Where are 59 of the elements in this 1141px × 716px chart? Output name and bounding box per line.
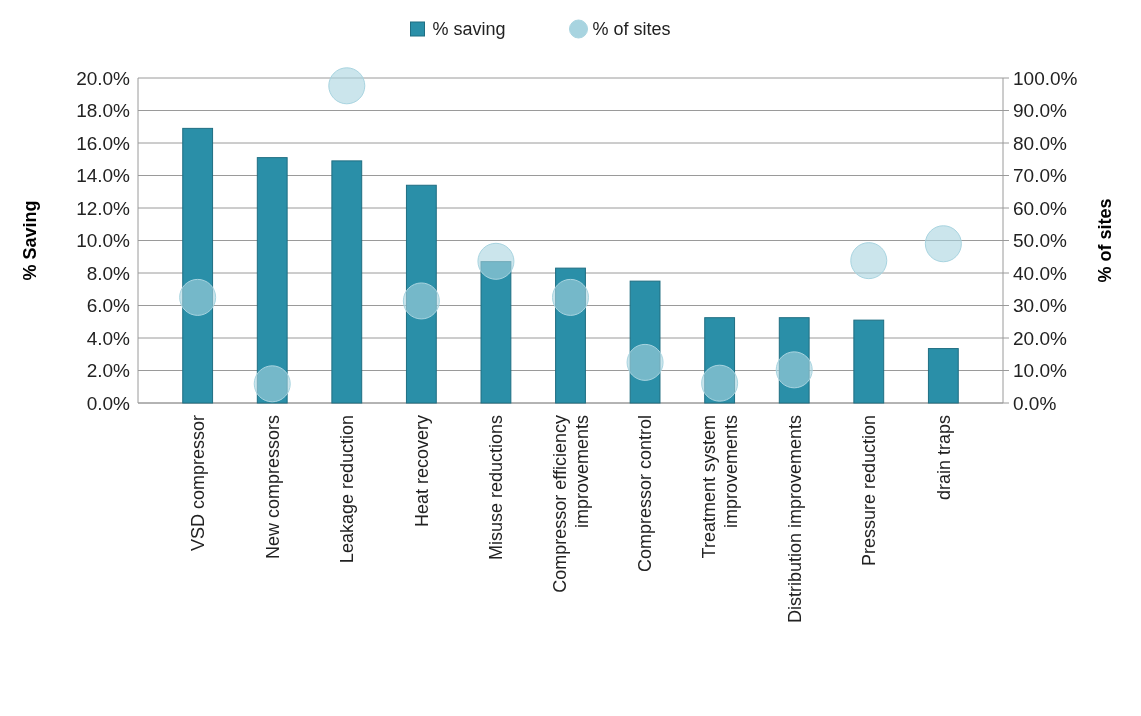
- bar: [256, 157, 288, 404]
- x-tick-label: Leakage reduction: [337, 415, 358, 564]
- y2-tick-label: 10.0%: [1013, 360, 1067, 382]
- x-tick-label: Pressure reduction: [859, 415, 880, 567]
- y2-tick-label: 100.0%: [1013, 67, 1078, 89]
- point: [552, 278, 589, 316]
- bar: [629, 280, 661, 404]
- y2-tick-label: 0.0%: [1013, 392, 1057, 414]
- point: [179, 278, 217, 316]
- y2-axis-title: % of sites: [1095, 198, 1115, 283]
- x-tick-label: Distribution improvements: [784, 415, 805, 624]
- y-tick-label: 10.0%: [76, 230, 131, 252]
- bar: [555, 267, 586, 404]
- x-tick-label: Compressor control: [635, 415, 656, 573]
- x-tick-label: drain traps: [933, 415, 954, 501]
- point: [626, 343, 664, 381]
- legend-label: % saving: [432, 19, 506, 40]
- y-tick-label: 0.0%: [86, 392, 131, 414]
- y2-tick-label: 40.0%: [1013, 262, 1067, 284]
- point: [924, 225, 962, 263]
- point: [775, 351, 813, 389]
- y-tick-label: 20.0%: [76, 67, 131, 89]
- x-tick-label: Compressor efficiency improvements: [550, 415, 592, 593]
- y-tick-label: 2.0%: [86, 360, 131, 382]
- y2-tick-label: 80.0%: [1013, 132, 1067, 154]
- y2-tick-label: 20.0%: [1013, 327, 1067, 349]
- point: [477, 242, 515, 280]
- bar: [778, 317, 810, 404]
- point: [402, 282, 440, 320]
- y-tick-label: 12.0%: [76, 197, 131, 219]
- y-tick-label: 18.0%: [76, 100, 131, 122]
- bar: [480, 261, 512, 404]
- y2-tick-label: 90.0%: [1013, 100, 1067, 122]
- point: [701, 364, 739, 402]
- y-tick-label: 4.0%: [86, 327, 131, 349]
- y-tick-label: 14.0%: [76, 165, 131, 187]
- bar: [853, 319, 885, 404]
- point: [253, 365, 291, 403]
- bar: [405, 184, 437, 404]
- y-tick-label: 6.0%: [86, 295, 131, 317]
- y2-tick-label: 30.0%: [1013, 295, 1067, 317]
- bar: [704, 317, 736, 404]
- bar: [182, 127, 214, 404]
- x-tick-label: Treatment system improvements: [699, 415, 741, 559]
- bar: [927, 348, 959, 404]
- y2-tick-label: 50.0%: [1013, 230, 1067, 252]
- legend-label: % of sites: [592, 19, 671, 40]
- y-tick-label: 16.0%: [76, 132, 131, 154]
- x-tick-label: New compressors: [262, 415, 283, 560]
- point: [850, 242, 888, 280]
- x-tick-label: Heat recovery: [411, 415, 432, 528]
- y-axis-title: % Saving: [20, 200, 40, 281]
- bar: [331, 160, 363, 404]
- y2-tick-label: 60.0%: [1013, 197, 1067, 219]
- y2-tick-label: 70.0%: [1013, 165, 1067, 187]
- x-tick-label: VSD compressor: [187, 415, 208, 552]
- x-tick-label: Misuse reductions: [486, 415, 507, 561]
- y-tick-label: 8.0%: [86, 262, 131, 284]
- point: [328, 67, 366, 105]
